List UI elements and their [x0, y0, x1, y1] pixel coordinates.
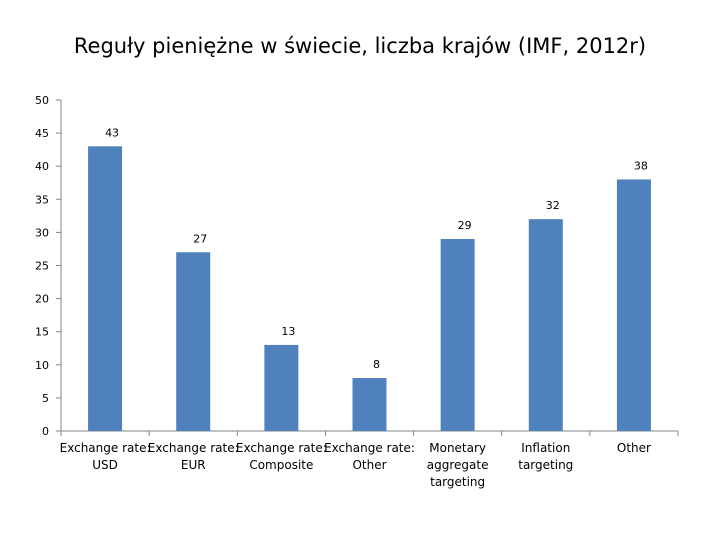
bar — [88, 146, 123, 431]
y-tick-label: 10 — [35, 359, 49, 372]
data-label: 38 — [634, 159, 648, 172]
y-tick-label: 0 — [42, 425, 49, 438]
data-label: 8 — [373, 358, 380, 371]
data-label: 13 — [281, 325, 295, 338]
y-tick-label: 5 — [42, 392, 49, 405]
x-category-label: Exchange rate: EUR — [148, 441, 239, 472]
bar — [440, 239, 475, 431]
y-tick-label: 20 — [35, 293, 49, 306]
bar — [264, 344, 299, 431]
bar — [616, 179, 651, 431]
y-tick-label: 45 — [35, 127, 49, 140]
x-category-label: Monetary aggregate targeting — [427, 441, 489, 489]
y-tick-label: 30 — [35, 226, 49, 239]
y-tick-label: 25 — [35, 260, 49, 273]
y-tick-label: 40 — [35, 160, 49, 173]
y-tick-label: 15 — [35, 326, 49, 339]
x-category-label: Exchange rate: USD — [60, 441, 151, 472]
chart-title: Reguły pieniężne w świecie, liczba krajó… — [73, 34, 647, 58]
y-tick-label: 50 — [35, 94, 49, 107]
y-tick-label: 35 — [35, 193, 49, 206]
data-label: 43 — [105, 126, 119, 139]
x-category-label: Exchange rate: Other — [324, 441, 415, 472]
bar — [528, 219, 563, 431]
x-category-label: Other — [617, 441, 651, 455]
x-category-label: Inflation targeting — [518, 441, 573, 472]
data-label: 27 — [193, 232, 207, 245]
data-label: 29 — [458, 219, 472, 232]
bar — [176, 252, 211, 431]
bar — [352, 378, 387, 431]
data-label: 32 — [546, 199, 560, 212]
x-category-label: Exchange rate: Composite — [236, 441, 327, 472]
